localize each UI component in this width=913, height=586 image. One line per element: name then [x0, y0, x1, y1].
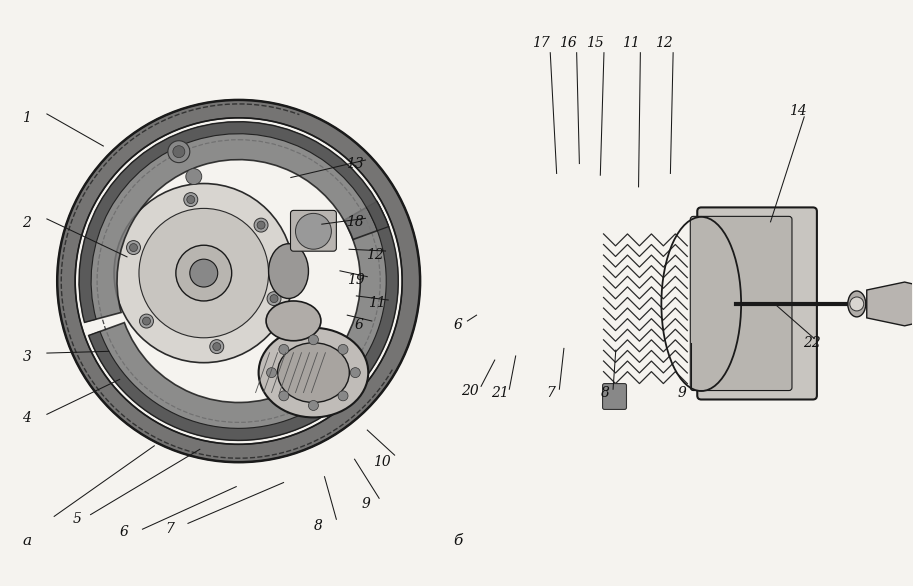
Text: 7: 7: [546, 386, 555, 400]
Circle shape: [176, 245, 232, 301]
Ellipse shape: [266, 301, 320, 341]
Circle shape: [142, 317, 151, 325]
Text: 14: 14: [789, 104, 807, 118]
Text: 9: 9: [677, 386, 687, 400]
Circle shape: [139, 209, 268, 338]
Text: 5: 5: [72, 512, 81, 526]
Circle shape: [278, 391, 289, 401]
Text: 11: 11: [623, 36, 640, 50]
Circle shape: [187, 196, 194, 203]
FancyBboxPatch shape: [603, 384, 626, 410]
Text: 11: 11: [369, 297, 386, 311]
Text: 20: 20: [461, 384, 479, 398]
Text: 4: 4: [23, 411, 31, 425]
Text: 13: 13: [346, 156, 363, 171]
Wedge shape: [58, 100, 420, 462]
Text: 6: 6: [120, 525, 129, 539]
Circle shape: [254, 218, 268, 232]
Circle shape: [210, 340, 224, 353]
Text: 7: 7: [165, 522, 174, 536]
Circle shape: [186, 169, 202, 185]
Circle shape: [267, 367, 277, 377]
Text: 6: 6: [454, 318, 463, 332]
Wedge shape: [89, 202, 398, 440]
Circle shape: [173, 146, 184, 158]
Text: 22: 22: [803, 336, 821, 350]
Text: 12: 12: [656, 36, 673, 50]
Circle shape: [270, 295, 278, 302]
Ellipse shape: [258, 328, 368, 417]
Circle shape: [140, 314, 153, 328]
Circle shape: [213, 343, 221, 350]
Text: 8: 8: [601, 386, 609, 400]
Wedge shape: [89, 202, 398, 440]
Circle shape: [184, 193, 198, 206]
Ellipse shape: [268, 244, 309, 298]
Text: 15: 15: [586, 36, 603, 50]
Circle shape: [338, 391, 348, 401]
Text: 8: 8: [314, 519, 322, 533]
Text: 12: 12: [366, 248, 383, 262]
Circle shape: [127, 241, 141, 254]
Circle shape: [309, 400, 319, 410]
Text: б: б: [454, 534, 463, 548]
Circle shape: [351, 367, 361, 377]
FancyBboxPatch shape: [290, 210, 336, 251]
Text: 1: 1: [23, 111, 31, 125]
Text: 17: 17: [532, 36, 550, 50]
Text: 6: 6: [354, 318, 363, 332]
Text: a: a: [22, 534, 31, 548]
Text: 21: 21: [491, 386, 509, 400]
Text: 9: 9: [361, 497, 370, 511]
FancyBboxPatch shape: [698, 207, 817, 400]
Circle shape: [278, 345, 289, 355]
Circle shape: [309, 335, 319, 345]
Text: 2: 2: [23, 216, 31, 230]
FancyBboxPatch shape: [690, 216, 792, 390]
Circle shape: [257, 221, 265, 229]
Ellipse shape: [278, 343, 350, 403]
Polygon shape: [866, 282, 913, 326]
Circle shape: [190, 259, 217, 287]
Wedge shape: [79, 122, 389, 322]
Circle shape: [338, 345, 348, 355]
Circle shape: [168, 141, 190, 163]
Circle shape: [296, 213, 331, 249]
Circle shape: [268, 292, 281, 305]
Circle shape: [130, 244, 138, 251]
Text: 19: 19: [348, 273, 365, 287]
Wedge shape: [79, 122, 389, 322]
Text: 3: 3: [23, 350, 31, 364]
Circle shape: [114, 183, 293, 363]
Text: 18: 18: [346, 215, 363, 229]
Text: 10: 10: [373, 455, 391, 469]
Ellipse shape: [848, 291, 866, 317]
Circle shape: [850, 297, 864, 311]
Text: 16: 16: [559, 36, 576, 50]
